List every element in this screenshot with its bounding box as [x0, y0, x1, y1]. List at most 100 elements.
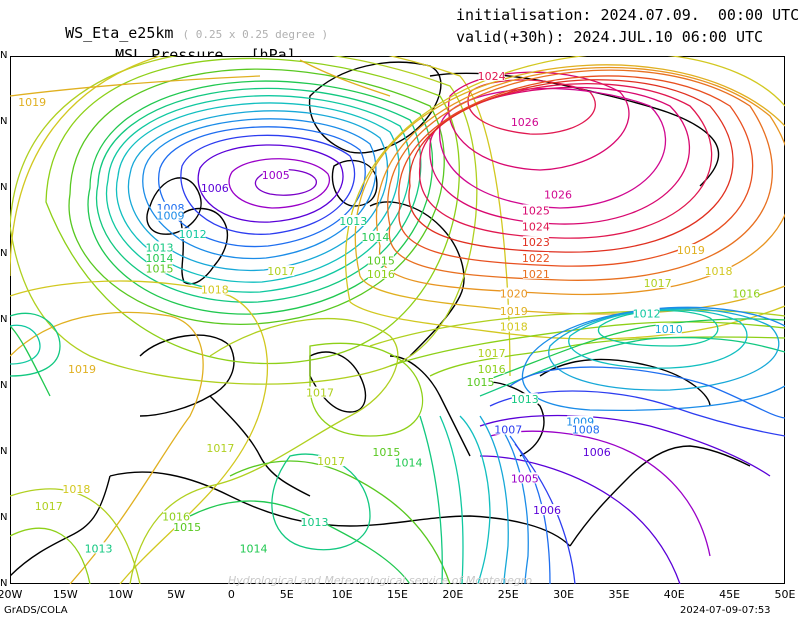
- lon-tick-label: 5W: [167, 588, 185, 601]
- isobar-label-1017: 1017: [478, 347, 506, 360]
- isobar-label-1023: 1023: [522, 236, 550, 249]
- isobar-1016: [10, 527, 91, 584]
- lon-tick-label: 5E: [279, 588, 294, 601]
- lat-tick-label: N: [0, 182, 8, 193]
- isobar-label-bg: [207, 442, 234, 454]
- isobar-1008: [509, 366, 785, 419]
- isobar-label-1020: 1020: [500, 288, 528, 301]
- isobar-label-bg: [522, 251, 549, 263]
- footer-timestamp: 2024-07-09-07:53: [680, 605, 771, 616]
- isobar-1026: [438, 87, 667, 209]
- isobar-label-1018: 1018: [201, 284, 229, 297]
- isobar-label-1019: 1019: [500, 305, 528, 318]
- isobar-label-1013: 1013: [145, 241, 173, 254]
- isobar-label-1005: 1005: [511, 472, 539, 485]
- isobar-1008: [158, 126, 366, 248]
- isobar-1016: [389, 321, 785, 367]
- lat-tick-label: N: [0, 116, 8, 127]
- isobar-label-1006: 1006: [533, 504, 561, 517]
- isobar-label-1018: 1018: [500, 321, 528, 334]
- isobar-label-1018: 1018: [62, 483, 90, 496]
- isobar-label-bg: [146, 262, 173, 274]
- isobar-label-bg: [268, 265, 295, 277]
- isobar-label-1017: 1017: [317, 455, 345, 468]
- isobar-1006: [197, 144, 344, 223]
- isobar-label-1016: 1016: [478, 363, 506, 376]
- isobar-1021: [387, 69, 773, 281]
- isobar-label-1012: 1012: [179, 228, 207, 241]
- isobar-label-bg: [478, 347, 505, 358]
- isobar-1013: [95, 87, 422, 303]
- lat-tick-label: N: [0, 50, 8, 61]
- isobar-label-1015: 1015: [173, 521, 201, 534]
- isobar-1015: [68, 68, 445, 325]
- isobar-1016: [45, 57, 460, 365]
- isobar-label-bg: [478, 69, 505, 81]
- isobar-label-bg: [35, 500, 62, 512]
- isobar-label-1019: 1019: [68, 363, 96, 376]
- isobar-1005: [489, 430, 711, 557]
- coastline: [209, 395, 311, 497]
- isobar-label-bg: [367, 254, 394, 266]
- isobar-1017: [10, 56, 478, 385]
- isobar-1006: [479, 455, 681, 584]
- lon-tick-label: 15E: [387, 588, 408, 601]
- isobar-label-bg: [262, 168, 289, 180]
- lon-tick-label: 0: [227, 588, 235, 601]
- isobar-label-1017: 1017: [267, 265, 295, 278]
- lon-tick-label: 20E: [442, 588, 464, 601]
- isobar-label-bg: [340, 215, 367, 226]
- isobar-1015: [229, 460, 451, 584]
- isobar-label-bg: [318, 455, 345, 467]
- isobar-label-1014: 1014: [240, 542, 268, 555]
- lon-tick-label: 50E: [774, 588, 796, 601]
- lat-tick-label: N: [0, 248, 8, 259]
- isobar-1023: [408, 79, 734, 253]
- isobar-label-1005: 1005: [262, 169, 290, 182]
- isobar-label-bg: [644, 277, 671, 289]
- isobar-label-bg: [301, 515, 328, 527]
- isobar-1017: [129, 317, 399, 584]
- isobar-label-bg: [201, 182, 228, 193]
- isobar-label-bg: [545, 188, 572, 200]
- isobar-label-bg: [655, 323, 682, 335]
- isobar-label-bg: [511, 116, 538, 127]
- isobar-label-bg: [633, 307, 660, 319]
- coastline: [139, 334, 235, 417]
- isobar-label-bg: [63, 482, 90, 494]
- isobar-label-1006: 1006: [583, 446, 611, 459]
- isobar-1019: [10, 59, 391, 97]
- isobar-label-bg: [307, 386, 333, 398]
- isobar-label-1017: 1017: [35, 500, 63, 513]
- lat-tick-label: N: [0, 380, 8, 391]
- lon-tick-label: 10E: [331, 588, 353, 601]
- isobar-label-1015: 1015: [145, 263, 173, 276]
- isobar-1018: [10, 56, 511, 377]
- isobar-label-bg: [174, 521, 201, 533]
- isobar-label-1016: 1016: [162, 511, 190, 524]
- isobar-label-1013: 1013: [511, 393, 539, 406]
- isobar-1007: [180, 134, 356, 235]
- isobar-label-bg: [500, 320, 527, 332]
- isobar-1013: [271, 453, 371, 551]
- isobar-label-bg: [583, 446, 610, 457]
- lat-tick-label: N: [0, 314, 8, 325]
- isobar-label-bg: [511, 393, 538, 405]
- isobar-label-1017: 1017: [644, 277, 672, 290]
- isobar-1012: [439, 415, 464, 584]
- isobar-1018: [345, 56, 785, 340]
- isobar-label-1015: 1015: [372, 446, 400, 459]
- isobar-label-bg: [68, 362, 95, 374]
- isobar-label-1026: 1026: [544, 189, 572, 202]
- lon-tick-label: 40E: [663, 588, 685, 601]
- isobar-label-bg: [495, 423, 522, 435]
- isobar-1013: [419, 415, 443, 584]
- lon-tick-label: 25E: [497, 588, 519, 601]
- isobar-1022: [398, 75, 754, 267]
- isobar-label-bg: [500, 287, 527, 299]
- isobar-1025: [447, 71, 630, 171]
- isobar-label-bg: [362, 230, 389, 242]
- isobar-label-1015: 1015: [367, 255, 395, 268]
- isobar-label-1016: 1016: [367, 268, 395, 281]
- isobar-label-1015: 1015: [467, 376, 495, 389]
